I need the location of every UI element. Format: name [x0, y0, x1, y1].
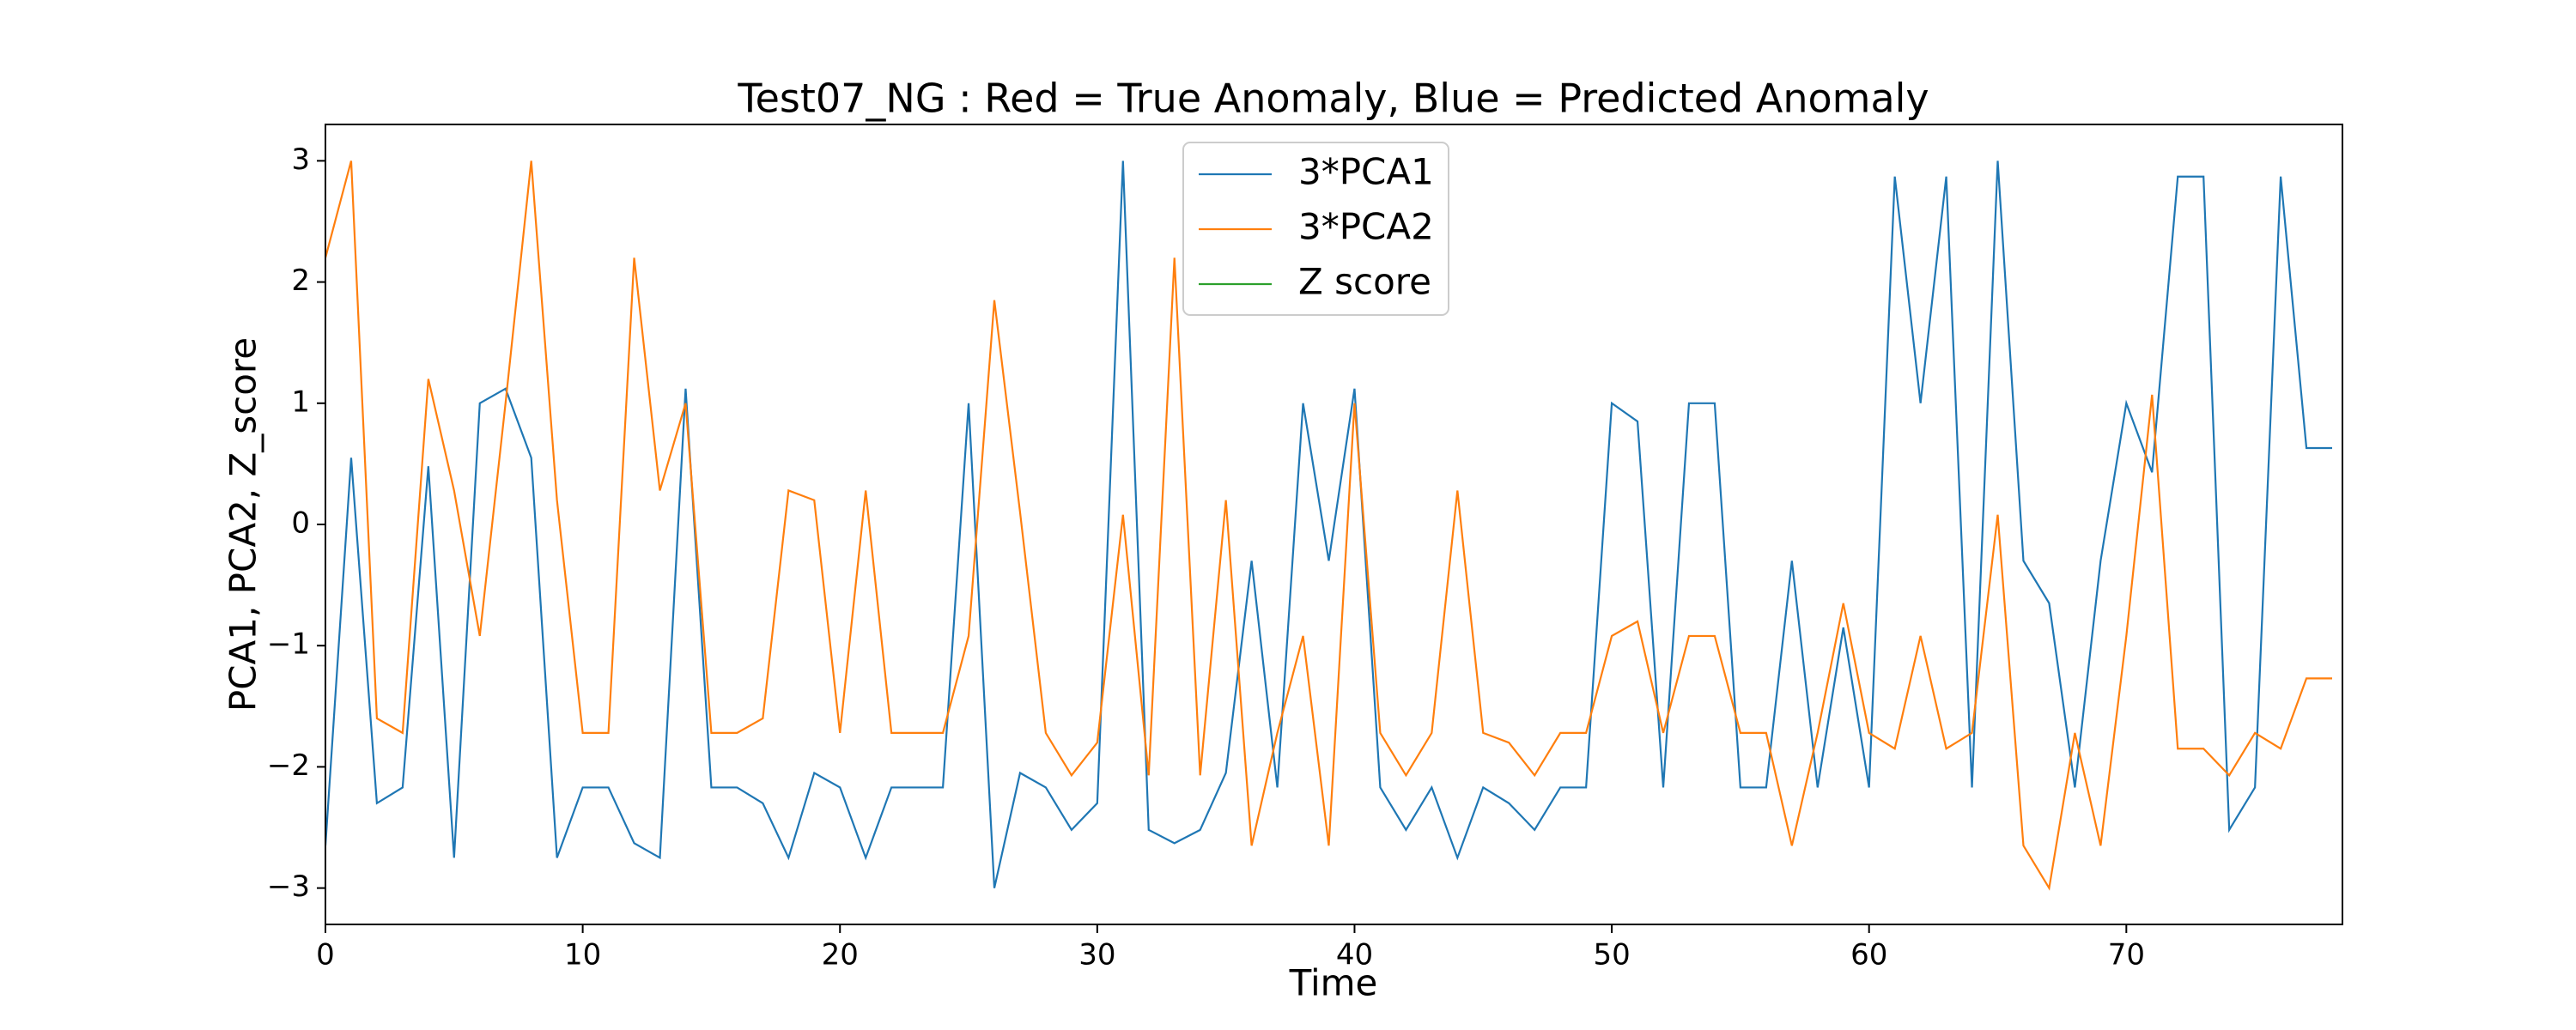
legend-label: 3*PCA2 [1298, 206, 1434, 248]
line-series [325, 161, 2333, 891]
x-tick-label: 30 [1078, 938, 1115, 972]
x-axis-label: Time [1289, 962, 1378, 1004]
y-tick-label: 2 [291, 264, 310, 298]
y-tick-label: 0 [291, 506, 310, 541]
legend-label: 3*PCA1 [1298, 151, 1434, 193]
legend-box [1182, 142, 1449, 316]
y-axis-label: PCA1, PCA2, Z_score [222, 337, 264, 712]
line-series [325, 161, 2333, 888]
x-tick-label: 70 [2108, 938, 2145, 972]
x-tick-label: 50 [1593, 938, 1630, 972]
y-tick-label: −1 [267, 627, 310, 662]
x-tick-label: 0 [316, 938, 335, 972]
y-tick-label: −2 [267, 748, 310, 783]
plot-frame [325, 124, 2343, 925]
y-tick-label: 3 [291, 142, 310, 177]
x-tick-label: 10 [564, 938, 601, 972]
legend-label: Z score [1298, 261, 1431, 303]
x-tick-label: 20 [822, 938, 859, 972]
x-tick-label: 40 [1336, 938, 1373, 972]
chart-title: Test07_NG : Red = True Anomaly, Blue = P… [737, 76, 1929, 122]
y-tick-label: 1 [291, 385, 310, 419]
y-tick-label: −3 [267, 869, 310, 904]
x-tick-label: 60 [1850, 938, 1887, 972]
